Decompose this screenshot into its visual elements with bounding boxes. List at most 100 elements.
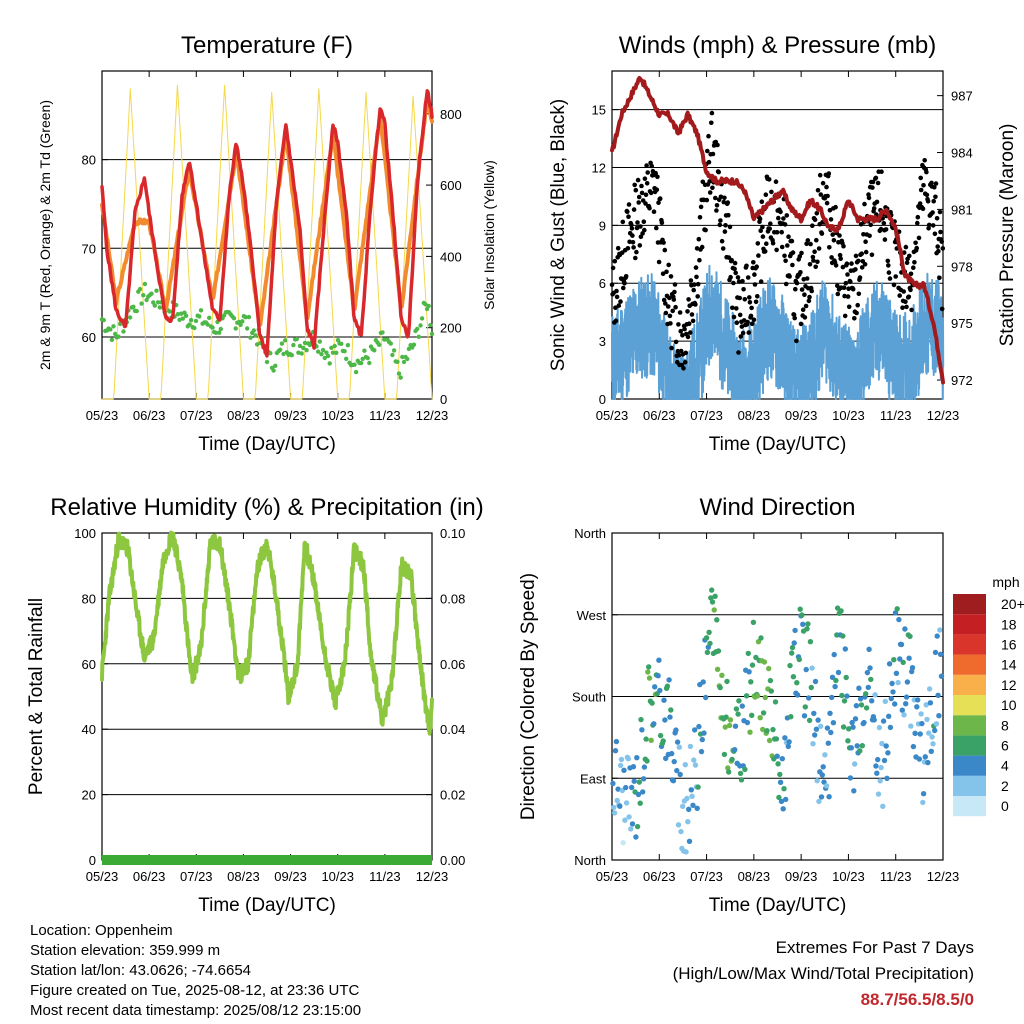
direction-point [706, 629, 712, 635]
gust-point [707, 179, 712, 184]
direction-point [876, 724, 883, 731]
direction-point [660, 738, 666, 744]
direction-point [676, 744, 682, 750]
gust-point [752, 272, 757, 277]
direction-point [770, 726, 776, 733]
gust-point [933, 181, 939, 186]
gust-point [854, 310, 859, 316]
direction-point [745, 650, 751, 657]
gust-point [633, 255, 638, 261]
direction-point [863, 705, 870, 711]
dewpoint-point [367, 360, 372, 366]
direction-point [883, 743, 889, 749]
dewpoint-point [319, 352, 324, 357]
gust-point [774, 247, 779, 253]
direction-point [629, 784, 635, 791]
gust-point [824, 184, 829, 190]
x-tick-label: 05/23 [596, 408, 629, 423]
gust-point [747, 295, 752, 300]
gust-point [911, 265, 916, 271]
dewpoint-point [334, 350, 339, 355]
dewpoint-point [400, 354, 405, 360]
direction-point [812, 732, 818, 738]
gust-point [614, 288, 619, 294]
direction-point [838, 608, 844, 614]
direction-point [875, 756, 881, 763]
direction-point [758, 635, 764, 641]
gust-point [612, 258, 618, 264]
gust-point [778, 209, 783, 215]
gust-point [855, 302, 860, 308]
gust-point [866, 195, 872, 201]
wind-line [611, 264, 945, 400]
dewpoint-point [426, 303, 431, 309]
direction-point [691, 757, 697, 763]
direction-point [926, 686, 933, 692]
dewpoint-point [342, 349, 347, 354]
gust-point [695, 294, 700, 299]
direction-point [868, 676, 874, 683]
gust-point [648, 190, 654, 196]
gust-point [806, 298, 812, 304]
direction-point [845, 738, 851, 744]
gust-point [792, 315, 797, 321]
direction-point [638, 716, 644, 723]
left-tick-label: 100 [74, 526, 96, 541]
dewpoint-point [396, 371, 402, 376]
direction-point [824, 725, 831, 731]
gust-point [909, 307, 914, 313]
dewpoint-point [406, 346, 412, 352]
gust-point [912, 260, 917, 265]
direction-point [735, 711, 741, 717]
gust-point [802, 292, 807, 298]
winds-pressure-chart: 0 3 6 9 12 15 972 975 978 981 984 987 05/23 06/23 07/2… [548, 32, 1018, 455]
gust-point [737, 312, 743, 318]
gust-point [623, 274, 629, 279]
direction-point [781, 786, 787, 792]
gust-point [859, 265, 865, 270]
gust-point [635, 220, 640, 225]
left-tick-label: South [572, 690, 606, 705]
direction-point [622, 817, 628, 823]
direction-point [857, 696, 864, 702]
direction-point [932, 727, 938, 734]
direction-point [738, 777, 745, 783]
dewpoint-point [416, 334, 421, 339]
dewpoint-point [121, 329, 126, 334]
gust-point [870, 185, 875, 190]
gust-point [682, 360, 688, 365]
direction-point [854, 743, 860, 749]
direction-point [749, 662, 756, 668]
gust-point [751, 317, 757, 323]
gust-point [915, 214, 921, 220]
gust-point [733, 270, 738, 276]
gust-point [723, 223, 728, 228]
gust-point [661, 240, 666, 245]
y-axis-label: Percent & Total Rainfall [26, 598, 47, 795]
legend-swatch [953, 614, 986, 635]
dewpoint-point [297, 343, 303, 349]
direction-point [767, 677, 774, 684]
gust-point [759, 199, 765, 204]
direction-point [787, 662, 793, 669]
gust-point [815, 259, 820, 265]
legend-label: 2 [1001, 778, 1009, 794]
dewpoint-point [353, 369, 359, 375]
temp2m-line [100, 89, 434, 358]
direction-point [633, 834, 639, 840]
x-tick-label: 06/23 [643, 408, 676, 423]
gust-point [656, 200, 661, 205]
dewpoint-point [304, 348, 309, 353]
extremes-block: Extremes For Past 7 Days (High/Low/Max W… [673, 935, 974, 1013]
gust-point [636, 194, 642, 200]
dewpoint-point [177, 317, 182, 322]
location-text: Location: Oppenheim [30, 922, 173, 939]
direction-point [791, 640, 797, 646]
direction-point [714, 666, 721, 672]
gust-point [697, 215, 703, 220]
dewpoint-point [218, 326, 223, 332]
direction-point [820, 764, 826, 770]
direction-point [644, 758, 650, 764]
